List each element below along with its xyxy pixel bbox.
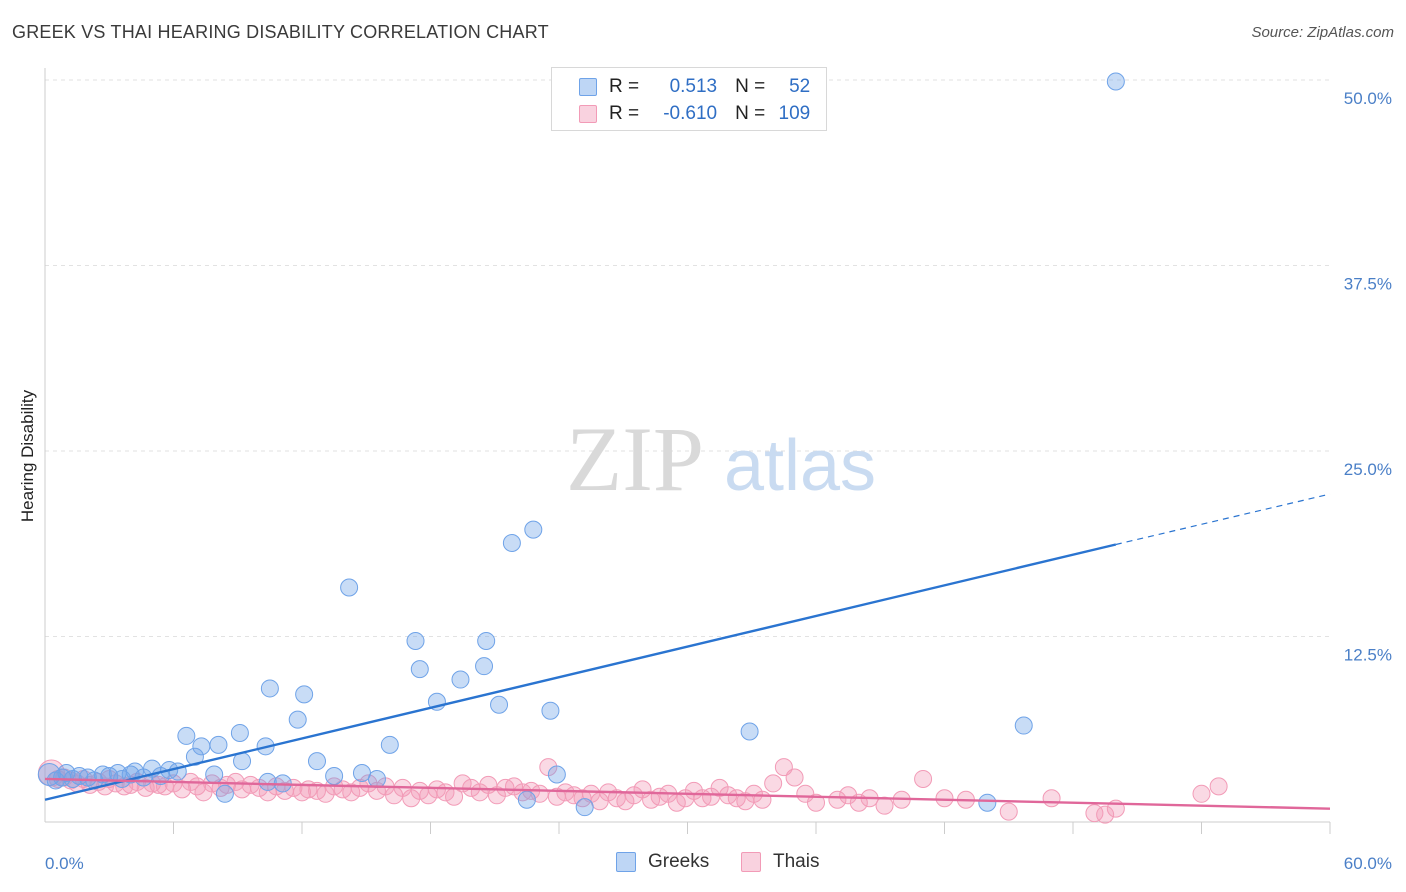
r-label: R = [609,76,640,97]
point-greeks [295,685,314,704]
point-thais [807,793,825,812]
point-greeks [367,769,386,788]
point-greeks [1106,72,1125,91]
y-tick-label: 12.5% [1344,646,1392,665]
point-greeks [978,793,997,812]
legend-row-thais: R = -0.610 N = 109 [552,101,810,127]
point-greeks [490,695,509,714]
series-legend: Greeks Thais [0,851,1406,877]
point-greeks [352,764,371,783]
x-tick-label: 60.0% [1344,854,1392,873]
point-greeks [205,765,224,784]
point-thais [350,778,369,797]
legend-label-greeks: Greeks [648,851,710,872]
chart-title: GREEK VS THAI HEARING DISABILITY CORRELA… [12,22,549,42]
point-thais [753,790,772,809]
point-thais [935,789,954,808]
legend-row-greeks: R = 0.513 N = 52 [552,74,810,100]
n-label: N = [735,103,766,124]
point-thais [573,789,592,808]
point-greeks [325,766,344,785]
legend-item-thais[interactable]: Thais [741,851,819,873]
point-greeks [192,737,211,756]
y-axis-title: Hearing Disability [18,389,37,522]
point-greeks [209,735,228,754]
correlation-legend: R = 0.513 N = 52 R = -0.610 N = 109 [551,67,827,131]
trend-line-greeks [44,543,1117,801]
point-greeks [230,723,249,742]
point-greeks [541,701,560,720]
point-greeks [502,534,521,553]
point-thais [1209,777,1228,796]
r-value: 0.513 [669,76,718,97]
point-greeks [288,710,307,729]
point-greeks [93,765,112,784]
trend-line-thais [44,777,1331,810]
watermark: ZIP atlas [566,408,876,510]
point-greeks [177,726,196,745]
n-value: 109 [778,103,811,124]
point-thais [1096,805,1115,824]
point-greeks [740,722,759,741]
point-greeks [215,784,234,803]
point-thais [839,786,858,805]
point-greeks [547,765,566,784]
point-thais [764,774,783,793]
point-greeks [1014,716,1033,735]
r-label: R = [609,103,640,124]
point-thais [875,796,894,815]
axes [44,68,1331,834]
point-greeks [258,772,277,791]
legend-swatch-thais [579,105,597,123]
legend-swatch-greeks [579,78,597,96]
y-tick-label: 25.0% [1344,460,1392,479]
legend-item-greeks[interactable]: Greeks [616,851,709,873]
point-greeks [307,752,326,771]
y-tick-label: 37.5% [1344,275,1392,294]
point-greeks [260,679,279,698]
point-greeks [524,520,543,539]
y-tick-label: 50.0% [1344,89,1392,108]
legend-swatch-thais [741,852,761,872]
watermark-zip: ZIP [566,408,704,510]
point-greeks [410,660,429,679]
trend-extension-greeks [1115,493,1331,546]
n-value: 52 [789,76,811,97]
legend-label-thais: Thais [773,851,820,872]
point-thais [1042,789,1061,808]
source-label: Source: ZipAtlas.com [1251,24,1394,41]
point-greeks [380,735,399,754]
gridlines [45,79,1330,637]
point-thais [1192,784,1211,803]
tick-labels: 12.5% 25.0% 37.5% 50.0% 0.0% 60.0% [45,89,1392,873]
watermark-atlas: atlas [724,426,876,506]
point-thais [999,802,1018,821]
point-thais [914,769,933,788]
point-greeks [451,670,470,689]
r-value: -0.610 [663,103,718,124]
point-greeks [517,790,536,809]
point-thais [342,783,361,802]
legend-swatch-greeks [616,852,636,872]
point-greeks [406,631,425,650]
point-thais [226,772,245,791]
point-thais [796,784,815,803]
trend-lines [44,493,1331,810]
point-greeks [575,798,594,817]
point-greeks [475,657,494,676]
point-greeks [340,578,359,597]
point-thais [785,768,804,787]
data-points [37,72,1228,824]
x-tick-label: 0.0% [45,854,84,873]
point-thais [828,790,847,809]
point-greeks [477,631,496,650]
n-label: N = [735,76,766,97]
